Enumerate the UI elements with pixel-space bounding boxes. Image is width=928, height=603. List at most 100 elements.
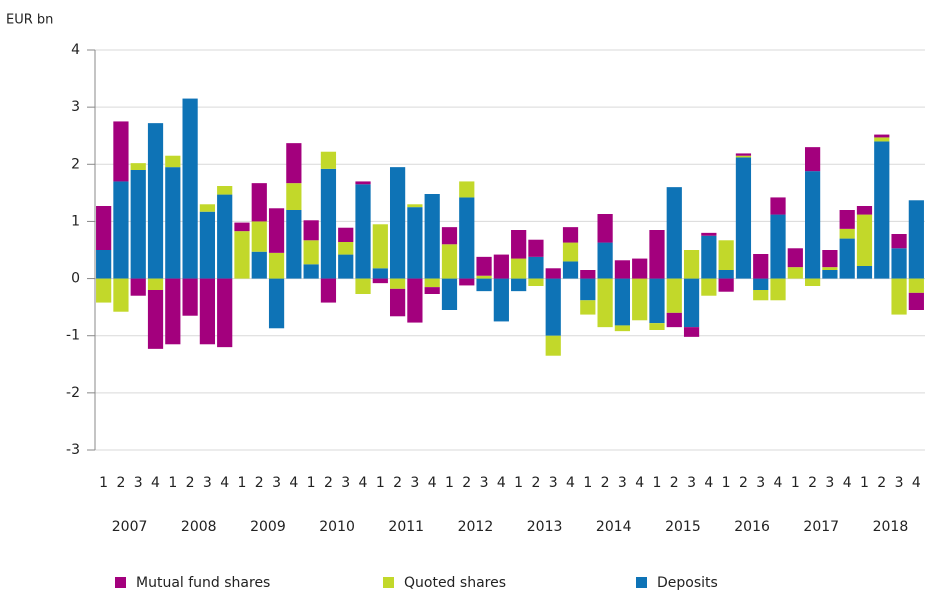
x-tick-label: 2 [324,475,333,491]
bar-segment [165,155,181,168]
bar-segment [683,250,700,279]
bar-segment [839,228,855,239]
x-tick-label: 1 [445,475,454,491]
legend-swatch [383,577,394,588]
bar-segment [303,240,319,265]
x-tick-label: 2 [877,475,886,491]
bar-segment [286,183,302,210]
bar-segment [389,288,406,317]
bar-segment [683,327,700,337]
bar-segment [424,287,440,294]
bar-segment [286,143,302,184]
bar-segment [182,278,198,316]
x-tick-label: 2 [739,475,748,491]
x-tick-label: 3 [134,475,143,491]
x-tick-label: 3 [272,475,281,491]
bar-segment [528,278,544,286]
bar-segment [372,278,388,284]
bar-segment [199,204,216,212]
bar-segment [562,227,579,243]
bar-segment [96,278,112,303]
year-label: 2012 [458,519,494,535]
bar-segment [718,278,734,292]
bar-segment [891,278,907,315]
x-tick-label: 1 [99,475,108,491]
bar-segment [822,270,838,279]
year-label: 2007 [112,519,148,535]
bar-segment [338,242,354,255]
bar-segment [251,251,267,279]
bar-segment [908,200,924,279]
bar-segment [804,171,821,279]
bar-segment [268,208,285,253]
bar-segment [511,278,527,292]
bar-segment [753,278,769,290]
bar-segment [217,194,233,279]
bar-segment [268,252,285,279]
x-tick-label: 3 [825,475,834,491]
x-tick-label: 1 [722,475,731,491]
bar-segment [113,181,129,279]
x-tick-label: 4 [428,475,437,491]
x-tick-label: 3 [410,475,419,491]
bar-segment [908,278,924,293]
x-tick-label: 1 [238,475,247,491]
year-label: 2013 [527,519,563,535]
bar-segment [424,278,440,288]
year-label: 2011 [388,519,424,535]
bar-segment [718,270,734,279]
year-label: 2010 [319,519,355,535]
bar-segment [476,278,492,292]
bar-segment [407,204,423,208]
bar-segment [459,181,475,198]
bar-segment [701,235,717,279]
bar-segment [493,254,509,279]
bar-segment [839,238,855,279]
y-axis-label: EUR bn [6,13,53,28]
bar-segment [511,258,527,279]
bar-segment [320,151,337,169]
y-tick-label: 0 [71,271,80,287]
bar-segment [614,325,631,332]
bar-segment [580,300,596,315]
bar-segment [666,187,682,279]
bar-segment [251,221,267,252]
bar-segment [407,207,423,279]
bar-segment [666,312,682,328]
bar-segment [770,197,786,215]
bar-segment [632,258,648,279]
legend-swatch [636,577,647,588]
bar-segment [511,230,527,259]
bar-segment [735,157,752,279]
bar-segment [441,278,458,310]
x-tick-label: 3 [687,475,696,491]
bar-segment [251,183,267,222]
bar-segment [804,147,821,172]
bar-segment [234,222,250,232]
bar-segment [770,278,786,301]
year-label: 2017 [803,519,839,535]
bar-segment [372,268,388,279]
y-tick-label: -1 [66,328,80,344]
bar-segment [528,239,544,257]
bar-segment [372,224,388,269]
bar-segment [459,197,475,279]
bar-segment [286,210,302,279]
bar-segment [770,214,786,279]
bar-segment [113,121,129,182]
bar-segment [649,230,665,279]
bar-segment [597,242,613,279]
bar-segment [545,335,561,356]
bar-segment [874,134,890,138]
bar-segment [459,278,475,286]
x-tick-label: 3 [341,475,350,491]
bar-segment [130,278,146,296]
bar-segment [856,266,873,279]
bar-segment [683,278,700,328]
bar-segment [476,256,492,276]
x-tick-label: 1 [376,475,385,491]
bar-segment [217,186,233,195]
year-label: 2018 [873,519,909,535]
x-tick-label: 3 [756,475,765,491]
